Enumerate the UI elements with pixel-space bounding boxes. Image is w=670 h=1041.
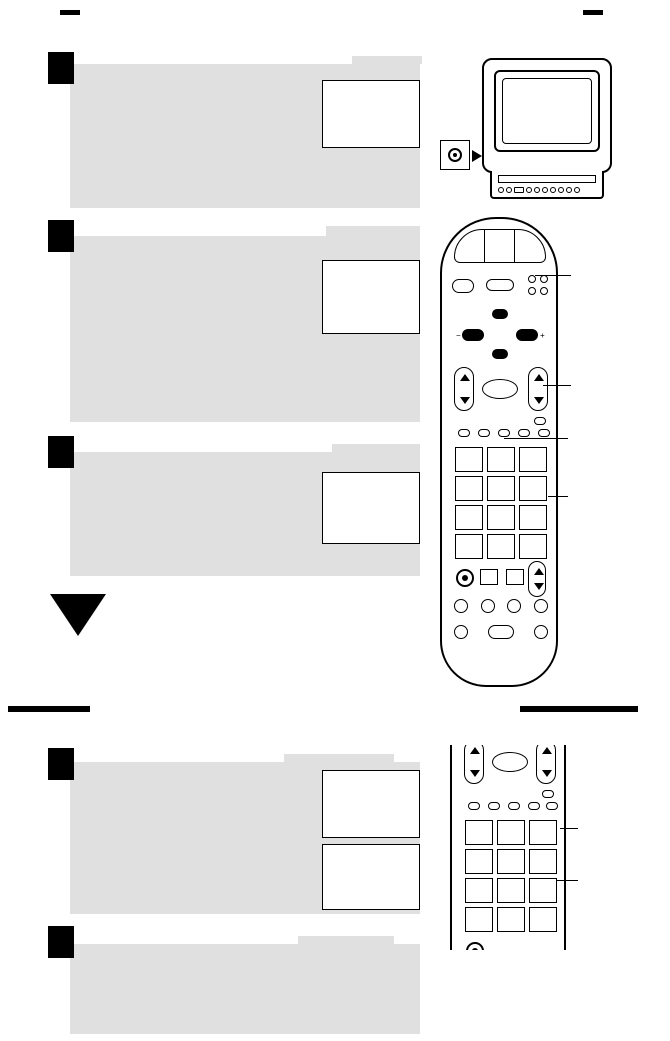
power-button-callout — [440, 140, 470, 170]
crop-mark-top-left — [60, 10, 80, 15]
osd-box — [322, 472, 420, 544]
step-tab — [352, 56, 422, 64]
step-number — [48, 52, 74, 84]
leader-line — [556, 880, 578, 881]
step-tab — [298, 936, 394, 944]
osd-box — [322, 260, 420, 334]
crop-mark-top-right — [583, 10, 603, 15]
leader-line — [543, 385, 571, 386]
remote-illustration: − + — [440, 217, 558, 687]
step-number — [48, 926, 74, 958]
step-number — [48, 748, 74, 780]
arrow-right-icon — [472, 150, 482, 162]
step-number — [48, 220, 74, 252]
leader-line — [504, 438, 568, 439]
tv-illustration — [482, 58, 612, 200]
step-block — [70, 944, 420, 1034]
step-number — [48, 436, 74, 468]
leader-line — [560, 828, 578, 829]
remote-illustration-crop — [450, 745, 566, 950]
osd-box — [322, 770, 420, 838]
step-tab — [326, 226, 420, 236]
leader-line — [535, 275, 571, 276]
osd-box — [322, 844, 420, 910]
leader-line — [548, 496, 568, 497]
section-rule-right — [520, 706, 638, 712]
step-tab — [332, 444, 420, 452]
osd-box — [322, 80, 420, 148]
step-tab — [284, 754, 394, 762]
continue-triangle-icon — [50, 594, 106, 636]
section-rule-left — [8, 706, 90, 712]
